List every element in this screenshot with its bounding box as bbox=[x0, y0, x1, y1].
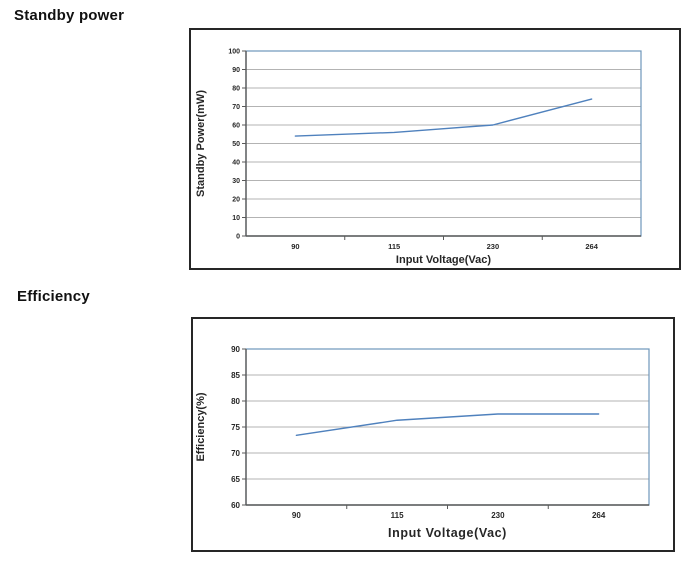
y-axis-title: Efficiency(%) bbox=[195, 392, 207, 461]
y-tick-label: 100 bbox=[228, 49, 240, 56]
x-tick-label: 230 bbox=[487, 242, 500, 251]
y-tick-label: 80 bbox=[232, 86, 240, 93]
y-tick-label: 90 bbox=[231, 345, 240, 354]
section-title-standby-power: Standby power bbox=[14, 7, 125, 24]
y-tick-label: 50 bbox=[232, 141, 240, 148]
y-tick-label: 30 bbox=[232, 178, 240, 185]
y-tick-label: 40 bbox=[232, 160, 240, 167]
y-tick-label: 20 bbox=[232, 197, 240, 204]
y-tick-label: 90 bbox=[232, 67, 240, 74]
efficiency-chart: 60 65 70 75 80 85 90 90 115 230 264 Input Voltage(V… bbox=[191, 317, 675, 552]
y-tick-label: 85 bbox=[231, 371, 240, 380]
section-title-efficiency: Efficiency bbox=[17, 288, 90, 305]
y-tick-label: 65 bbox=[231, 475, 240, 484]
y-tick-label: 70 bbox=[231, 449, 240, 458]
y-tick-label: 80 bbox=[231, 397, 240, 406]
x-tick-label: 264 bbox=[592, 511, 606, 520]
x-tick-label: 115 bbox=[391, 511, 404, 520]
y-tick-label: 70 bbox=[232, 104, 240, 111]
series-line bbox=[295, 413, 600, 437]
standby-power-figure: 0 10 20 30 40 50 60 70 80 90 100 90 115 230 264 Input V… bbox=[195, 49, 642, 266]
efficiency-figure: 60 65 70 75 80 85 90 90 115 230 264 Input Voltage(V… bbox=[195, 345, 650, 540]
standby-power-chart: 0 10 20 30 40 50 60 70 80 90 100 90 115 230 264 Input V… bbox=[189, 28, 681, 270]
x-tick-label: 115 bbox=[388, 242, 400, 251]
x-tick-label: 90 bbox=[291, 242, 299, 251]
y-tick-label: 60 bbox=[232, 123, 240, 130]
y-axis-title: Standby Power(mW) bbox=[195, 90, 207, 197]
y-tick-label: 0 bbox=[236, 234, 240, 241]
y-tick-label: 10 bbox=[232, 215, 240, 222]
y-tick-label: 75 bbox=[231, 423, 240, 432]
x-tick-label: 264 bbox=[585, 242, 598, 251]
x-axis-title: Input Voltage(Vac) bbox=[388, 526, 507, 540]
x-tick-label: 230 bbox=[491, 511, 505, 520]
x-tick-label: 90 bbox=[292, 511, 301, 520]
y-tick-label: 60 bbox=[231, 501, 240, 510]
series-line bbox=[294, 98, 593, 137]
x-axis-title: Input Voltage(Vac) bbox=[396, 254, 491, 266]
